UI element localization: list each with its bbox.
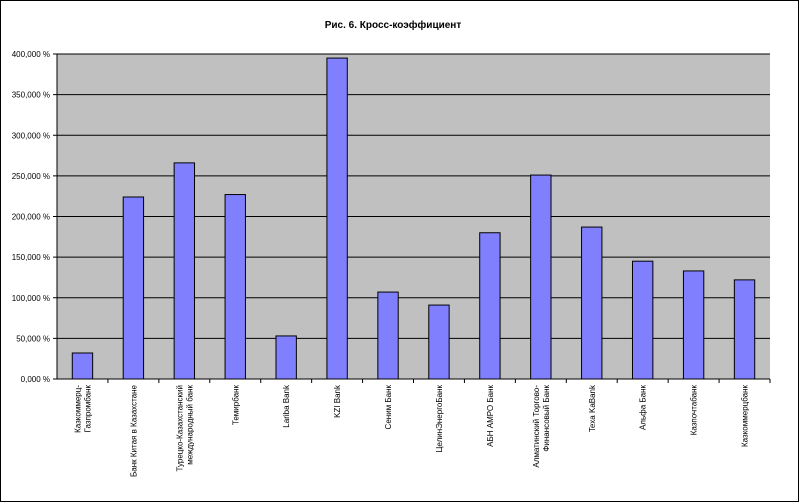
x-category-label: Альфа Банк <box>639 385 648 431</box>
x-category-labels: Казкоммерц- Газпромбанк Банк Китая в Казах… <box>73 384 749 477</box>
bar <box>581 226 603 380</box>
y-tick-label: 250,000 % <box>12 172 50 181</box>
y-tick-label: 50,000 % <box>16 334 50 343</box>
bar <box>479 232 501 380</box>
x-category-label-line: Сеним Банк <box>384 385 393 430</box>
x-category-label: Texa KaBank <box>588 384 597 432</box>
bar <box>173 162 196 380</box>
x-category-label: Турецко-Казахстанский международный банк <box>175 385 194 472</box>
x-category-label-line: ЦелинЭнергоБанк <box>435 385 444 453</box>
y-tick-label: 400,000 % <box>12 50 50 59</box>
bar <box>631 260 654 380</box>
x-category-label-line: АБН АМРО Банк <box>486 385 495 447</box>
x-category-label-line: Газпромбанк <box>83 385 92 433</box>
x-category-label-line: Банк Китая в Казахстане <box>129 384 138 477</box>
x-category-label: Казкоммерцбанк <box>741 385 750 447</box>
x-category-label: ЦелинЭнергоБанк <box>435 385 444 453</box>
y-tick-labels: 0,000 % 50,000 % 100,000 % 150,000 % 200,000… <box>12 50 50 384</box>
bar <box>428 304 450 380</box>
bar <box>326 57 348 380</box>
x-category-label-line: Турецко-Казахстанский <box>175 385 184 471</box>
x-category-label-line: Темирбанк <box>231 385 240 426</box>
y-tick-label: 100,000 % <box>12 294 50 303</box>
y-tick-label: 300,000 % <box>12 131 50 140</box>
x-category-label-line: Альфа Банк <box>639 385 648 431</box>
y-tick-label: 200,000 % <box>12 213 50 222</box>
bar <box>682 270 705 380</box>
bar <box>733 279 756 380</box>
y-tick-label: 150,000 % <box>12 253 50 262</box>
x-category-label-line: KZI Bank <box>333 384 342 418</box>
x-category-label: Банк Китая в Казахстане <box>129 384 138 477</box>
bar <box>377 291 399 380</box>
chart-title: Рис. 6. Кросс-коэффициент <box>325 19 462 31</box>
x-category-label-line: международный банк <box>185 385 194 465</box>
x-category-label-line: Lariba Bank <box>282 384 291 428</box>
axes <box>53 53 771 383</box>
x-category-label: Темирбанк <box>231 385 240 426</box>
x-category-label-line: Финансовый Банк <box>542 385 551 452</box>
bar <box>71 352 94 380</box>
y-tick-label: 350,000 % <box>12 91 50 100</box>
bar <box>275 335 297 380</box>
bar <box>122 196 145 380</box>
x-category-label: Казпочтабанк <box>690 385 699 436</box>
x-category-label: Сеним Банк <box>384 385 393 430</box>
bar <box>224 194 246 380</box>
x-category-label-line: Алматинский Торгово- <box>532 385 541 468</box>
y-tick-label: 0,000 % <box>21 375 50 384</box>
x-category-label: Казкоммерц- Газпромбанк <box>73 385 92 433</box>
x-category-label-line: Казкоммерцбанк <box>741 385 750 447</box>
x-category-label: Lariba Bank <box>282 384 291 428</box>
x-category-label: АБН АМРО Банк <box>486 385 495 447</box>
x-category-label: Алматинский Торгово- Финансовый Банк <box>532 385 551 468</box>
x-category-label-line: Казкоммерц- <box>73 385 82 433</box>
x-category-label-line: Казпочтабанк <box>690 385 699 436</box>
x-category-label: KZI Bank <box>333 384 342 418</box>
x-category-label-line: Texa KaBank <box>588 384 597 432</box>
bar <box>530 174 552 380</box>
